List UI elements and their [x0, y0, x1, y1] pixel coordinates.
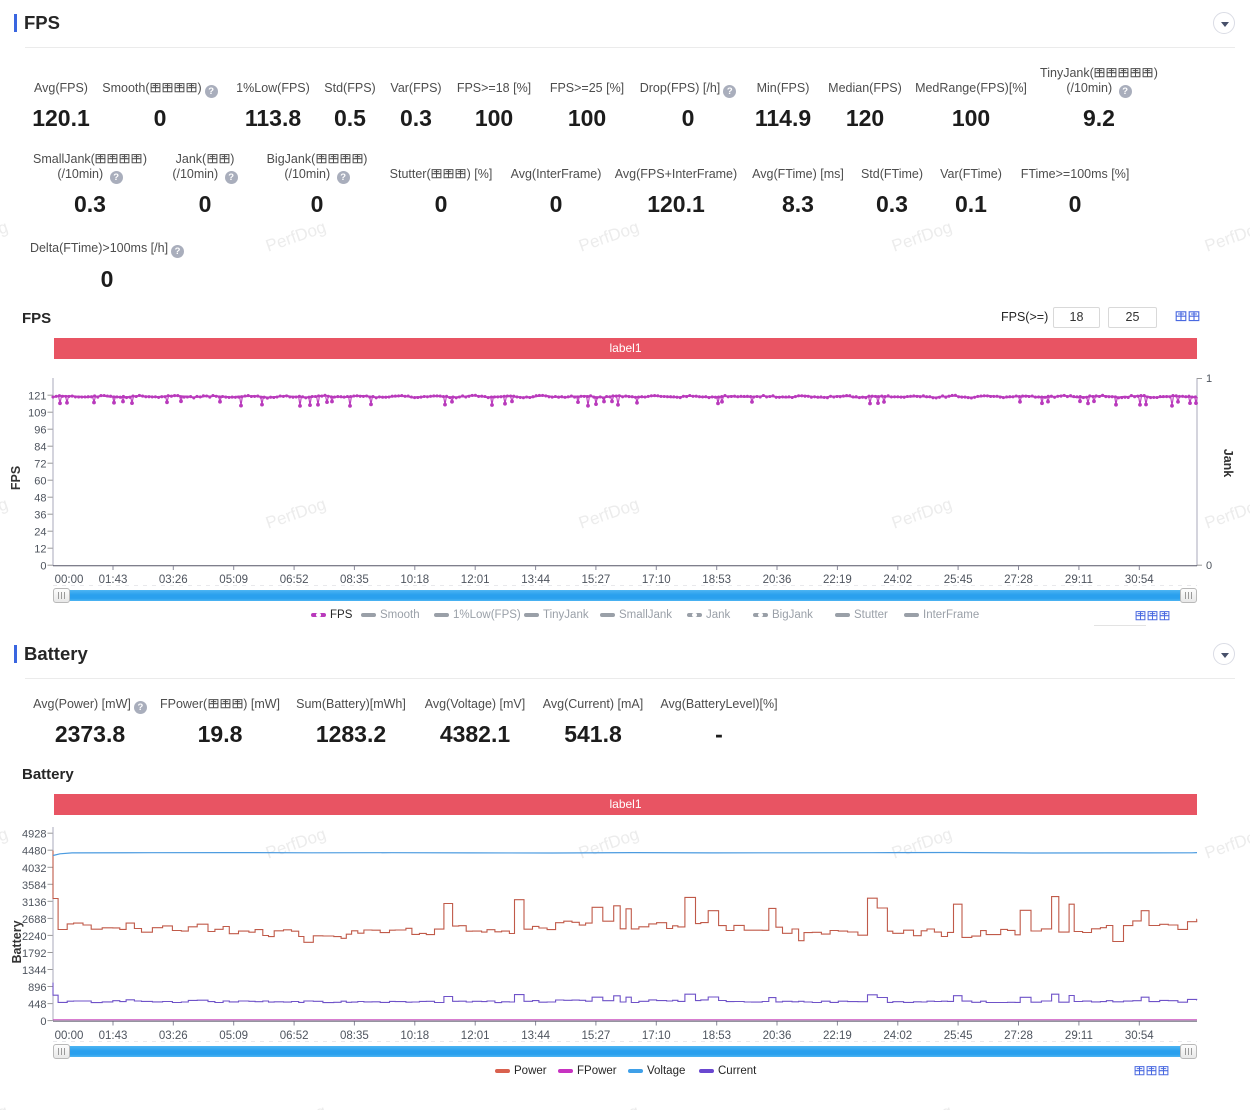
svg-text:72: 72	[34, 459, 46, 471]
svg-text:10:18: 10:18	[400, 574, 429, 586]
svg-text:4480: 4480	[22, 846, 46, 858]
svg-text:12:01: 12:01	[461, 574, 490, 586]
svg-text:18:53: 18:53	[702, 1030, 731, 1042]
svg-text:121: 121	[28, 391, 46, 403]
svg-text:1792: 1792	[22, 948, 46, 960]
svg-text:24:02: 24:02	[883, 1030, 912, 1042]
svg-text:00:00: 00:00	[55, 574, 84, 586]
svg-text:896: 896	[28, 982, 46, 994]
svg-text:17:10: 17:10	[642, 1030, 671, 1042]
svg-text:29:11: 29:11	[1065, 574, 1093, 586]
svg-text:01:43: 01:43	[99, 574, 128, 586]
svg-text:29:11: 29:11	[1065, 1030, 1093, 1042]
svg-text:25:45: 25:45	[944, 574, 973, 586]
svg-text:3584: 3584	[22, 880, 46, 892]
svg-text:22:19: 22:19	[823, 574, 852, 586]
svg-text:30:54: 30:54	[1125, 1030, 1154, 1042]
svg-text:1: 1	[1206, 373, 1212, 385]
svg-text:01:43: 01:43	[99, 1030, 128, 1042]
svg-text:60: 60	[34, 476, 46, 488]
svg-text:03:26: 03:26	[159, 574, 188, 586]
svg-text:36: 36	[34, 510, 46, 522]
svg-text:03:26: 03:26	[159, 1030, 188, 1042]
svg-text:4032: 4032	[22, 863, 46, 875]
svg-text:1344: 1344	[22, 965, 46, 977]
svg-text:0: 0	[40, 561, 46, 573]
svg-text:27:28: 27:28	[1004, 574, 1033, 586]
svg-text:13:44: 13:44	[521, 1030, 550, 1042]
svg-text:109: 109	[28, 408, 46, 420]
svg-text:4928: 4928	[22, 829, 46, 841]
svg-text:06:52: 06:52	[280, 1030, 309, 1042]
svg-text:15:27: 15:27	[582, 574, 611, 586]
svg-text:08:35: 08:35	[340, 1030, 369, 1042]
svg-text:30:54: 30:54	[1125, 574, 1154, 586]
svg-text:20:36: 20:36	[763, 574, 792, 586]
svg-text:12:01: 12:01	[461, 1030, 490, 1042]
svg-text:15:27: 15:27	[582, 1030, 611, 1042]
svg-text:96: 96	[34, 425, 46, 437]
svg-text:06:52: 06:52	[280, 574, 309, 586]
svg-text:20:36: 20:36	[763, 1030, 792, 1042]
svg-text:2688: 2688	[22, 914, 46, 926]
svg-text:0: 0	[1206, 560, 1212, 572]
svg-text:10:18: 10:18	[400, 1030, 429, 1042]
svg-text:22:19: 22:19	[823, 1030, 852, 1042]
svg-text:2240: 2240	[22, 931, 46, 943]
svg-text:12: 12	[34, 544, 46, 556]
svg-text:17:10: 17:10	[642, 574, 671, 586]
svg-text:24:02: 24:02	[883, 574, 912, 586]
svg-text:25:45: 25:45	[944, 1030, 973, 1042]
svg-text:84: 84	[34, 442, 46, 454]
svg-text:0: 0	[40, 1016, 46, 1028]
svg-text:08:35: 08:35	[340, 574, 369, 586]
svg-text:05:09: 05:09	[219, 574, 248, 586]
svg-text:27:28: 27:28	[1004, 1030, 1033, 1042]
svg-text:18:53: 18:53	[702, 574, 731, 586]
svg-text:448: 448	[28, 999, 46, 1011]
svg-text:05:09: 05:09	[219, 1030, 248, 1042]
svg-text:48: 48	[34, 493, 46, 505]
svg-text:24: 24	[34, 527, 46, 539]
svg-text:00:00: 00:00	[55, 1030, 84, 1042]
svg-text:13:44: 13:44	[521, 574, 550, 586]
svg-text:3136: 3136	[22, 897, 46, 909]
